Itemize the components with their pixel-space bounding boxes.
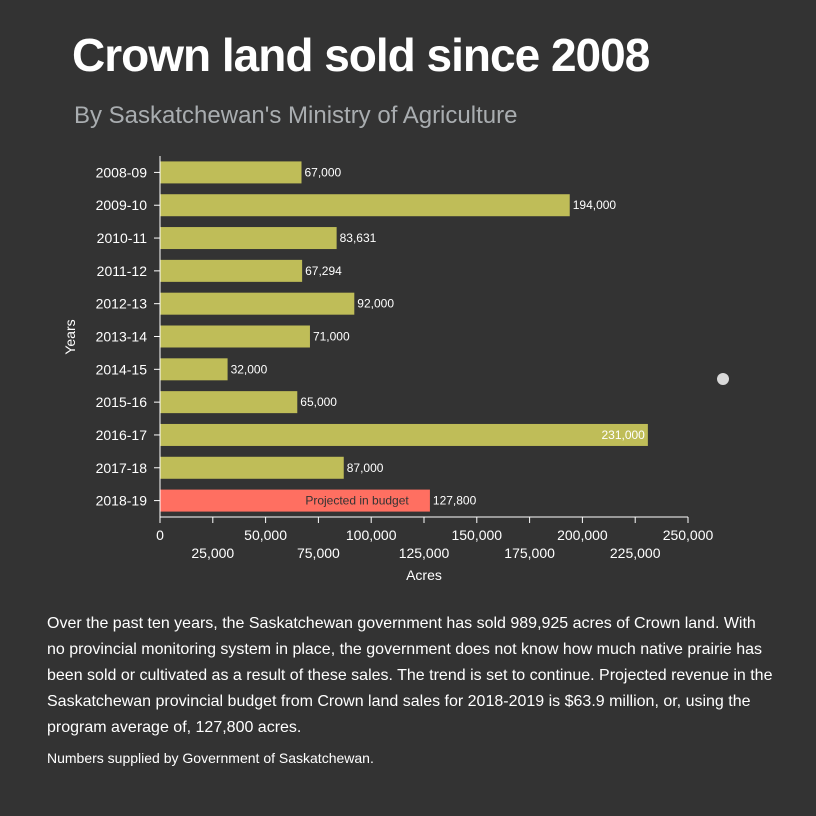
bar-2013-14 xyxy=(160,325,310,348)
data-label-2017-18: 87,000 xyxy=(347,461,384,475)
data-label-2016-17: 231,000 xyxy=(601,428,645,442)
x-tick-label-0: 0 xyxy=(156,527,164,543)
chart-subtitle: By Saskatchewan's Ministry of Agricultur… xyxy=(74,102,518,129)
y-tick-label-2014-15: 2014-15 xyxy=(96,361,148,377)
bar-2008-09 xyxy=(160,161,302,184)
x-tick-label-5: 125,000 xyxy=(399,545,450,561)
x-tick-label-9: 225,000 xyxy=(610,545,661,561)
data-label-2008-09: 67,000 xyxy=(305,165,342,179)
data-label-2018-19: 127,800 xyxy=(433,494,477,508)
bar-2016-17 xyxy=(160,423,648,446)
x-tick-label-4: 100,000 xyxy=(346,527,397,543)
bar-chart: 2008-09 67,000 2009-10 194,000 2010-11 83,631… xyxy=(62,156,714,583)
source-note: Numbers supplied by Government of Saskat… xyxy=(47,750,374,766)
data-label-2010-11: 83,631 xyxy=(340,231,377,245)
bar-annotation-2018-19: Projected in budget xyxy=(305,494,409,508)
bar-2012-13 xyxy=(160,292,355,315)
data-label-2013-14: 71,000 xyxy=(313,330,350,344)
x-tick-label-6: 150,000 xyxy=(451,527,502,543)
indicator-dot xyxy=(717,373,729,385)
y-tick-label-2016-17: 2016-17 xyxy=(96,427,148,443)
bar-2015-16 xyxy=(160,391,298,414)
x-tick-label-2: 50,000 xyxy=(244,527,287,543)
bar-2017-18 xyxy=(160,456,344,479)
x-tick-label-7: 175,000 xyxy=(504,545,555,561)
data-label-2011-12: 67,294 xyxy=(305,264,342,278)
bar-2011-12 xyxy=(160,259,303,282)
y-tick-label-2017-18: 2017-18 xyxy=(96,460,148,476)
y-tick-label-2008-09: 2008-09 xyxy=(96,164,148,180)
bar-2010-11 xyxy=(160,227,337,250)
y-tick-label-2011-12: 2011-12 xyxy=(97,263,148,279)
y-tick-label-2012-13: 2012-13 xyxy=(96,296,148,312)
bar-2009-10 xyxy=(160,194,570,217)
y-tick-label-2015-16: 2015-16 xyxy=(96,394,148,410)
y-tick-label-2010-11: 2010-11 xyxy=(97,230,148,246)
bar-2014-15 xyxy=(160,358,228,381)
data-label-2009-10: 194,000 xyxy=(573,198,617,212)
y-tick-label-2009-10: 2009-10 xyxy=(96,197,148,213)
chart-title: Crown land sold since 2008 xyxy=(72,29,650,81)
data-label-2015-16: 65,000 xyxy=(300,395,337,409)
bar-2018-19 xyxy=(160,489,430,512)
x-tick-label-1: 25,000 xyxy=(191,545,234,561)
data-label-2014-15: 32,000 xyxy=(231,362,268,376)
x-tick-label-3: 75,000 xyxy=(297,545,340,561)
description-text: Over the past ten years, the Saskatchewa… xyxy=(47,615,773,736)
y-axis-label: Years xyxy=(62,319,78,354)
x-tick-label-10: 250,000 xyxy=(663,527,714,543)
x-tick-label-8: 200,000 xyxy=(557,527,608,543)
y-tick-label-2018-19: 2018-19 xyxy=(96,493,148,509)
x-axis-label: Acres xyxy=(406,567,442,583)
y-tick-label-2013-14: 2013-14 xyxy=(96,329,148,345)
data-label-2012-13: 92,000 xyxy=(357,297,394,311)
